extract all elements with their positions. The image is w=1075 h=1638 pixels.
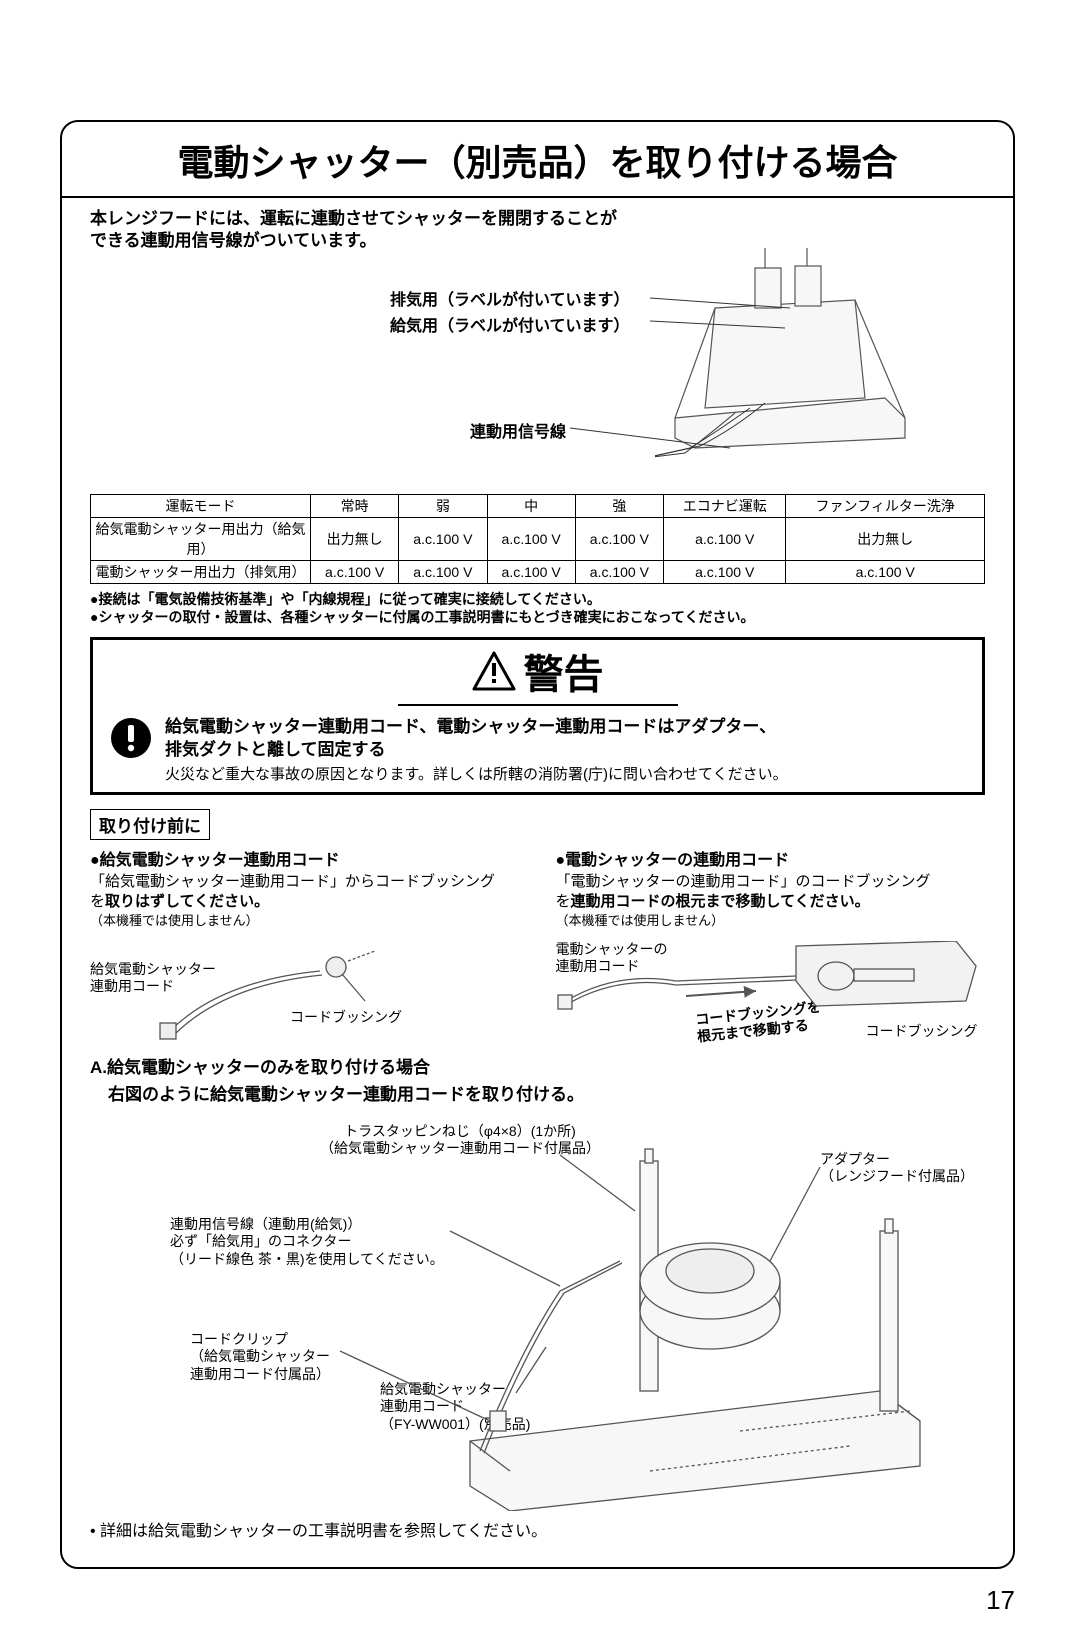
t: 「電動シャッターの連動用コード」のコードブッシング xyxy=(556,873,931,890)
section-a-heading: A.給気電動シャッターのみを取り付ける場合 xyxy=(90,1057,985,1080)
intro-line-2: できる連動用信号線がついています。 xyxy=(90,231,376,250)
intro-line-1: 本レンジフードには、運転に連動させてシャッターを開閉することが xyxy=(90,209,617,228)
t: を xyxy=(90,893,105,910)
td: 給気電動シャッター用出力（給気用） xyxy=(91,518,311,561)
cord-diagrams: 給気電動シャッター 連動用コード コードブッシング 電動シャッターの 連動用コー… xyxy=(90,941,985,1051)
callout-lines xyxy=(90,258,990,488)
th: 運転モード xyxy=(91,495,311,518)
notes: ●接続は「電気設備技術基準」や「内線規程」に従って確実に接続してください。 ●シ… xyxy=(90,590,985,626)
th: 常時 xyxy=(311,495,399,518)
exclamation-circle-icon xyxy=(109,716,153,760)
th: 中 xyxy=(487,495,575,518)
table-row: 電動シャッター用出力（排気用） a.c.100 V a.c.100 V a.c.… xyxy=(91,561,985,584)
pre-label: 取り付け前に xyxy=(90,809,210,840)
warning-bold-1: 給気電動シャッター連動用コード、電動シャッター連動用コードはアダプター、 xyxy=(165,716,788,739)
cord-svg-left xyxy=(90,941,510,1051)
td: 出力無し xyxy=(311,518,399,561)
t: （本機種では使用しません） xyxy=(90,913,259,928)
warning-plain: 火災など重大な事故の原因となります。詳しくは所轄の消防署(庁)に問い合わせてくだ… xyxy=(165,763,788,784)
warning-bold-2: 排気ダクトと離して固定する xyxy=(165,739,788,762)
cord-svg-right xyxy=(556,941,986,1051)
td: a.c.100 V xyxy=(311,561,399,584)
right-cord-diagram: 電動シャッターの 連動用コード コードブッシングを 根元まで移動する コードブッ… xyxy=(556,941,986,1051)
diagram-a: トラスタッピンねじ（φ4×8）(1か所) （給気電動シャッター連動用コード付属品… xyxy=(90,1111,985,1511)
warning-text: 給気電動シャッター連動用コード、電動シャッター連動用コードはアダプター、 排気ダ… xyxy=(165,716,788,785)
warning-triangle-icon xyxy=(472,651,516,691)
td: a.c.100 V xyxy=(575,561,663,584)
warning-header: 警告 xyxy=(398,640,678,706)
warning-body: 給気電動シャッター連動用コード、電動シャッター連動用コードはアダプター、 排気ダ… xyxy=(103,706,972,785)
t: 連動用コードの根元まで移動してください。 xyxy=(571,893,870,910)
left-text: 「給気電動シャッター連動用コード」からコードブッシング を取りはずしてください。… xyxy=(90,872,520,931)
td: 電動シャッター用出力（排気用） xyxy=(91,561,311,584)
td: a.c.100 V xyxy=(575,518,663,561)
left-head: ●給気電動シャッター連動用コード xyxy=(90,846,520,870)
t: （本機種では使用しません） xyxy=(556,913,725,928)
note-1: ●接続は「電気設備技術基準」や「内線規程」に従って確実に接続してください。 xyxy=(90,590,985,608)
th: 弱 xyxy=(399,495,487,518)
intro-text: 本レンジフードには、運転に連動させてシャッターを開閉することが できる連動用信号… xyxy=(90,208,985,252)
section-a: A.給気電動シャッターのみを取り付ける場合 右図のように給気電動シャッター連動用… xyxy=(90,1057,985,1541)
th: ファンフィルター洗浄 xyxy=(786,495,985,518)
left-cord-diagram: 給気電動シャッター 連動用コード コードブッシング xyxy=(90,941,520,1051)
page-number: 17 xyxy=(986,1585,1015,1616)
th: 強 xyxy=(575,495,663,518)
td: a.c.100 V xyxy=(786,561,985,584)
content: 本レンジフードには、運転に連動させてシャッターを開閉することが できる連動用信号… xyxy=(62,204,1013,1547)
warning-box: 警告 給気電動シャッター連動用コード、電動シャッター連動用コードはアダプター、 … xyxy=(90,637,985,796)
td: a.c.100 V xyxy=(664,561,786,584)
td: a.c.100 V xyxy=(399,561,487,584)
td: a.c.100 V xyxy=(487,561,575,584)
two-column: ●給気電動シャッター連動用コード 「給気電動シャッター連動用コード」からコードブ… xyxy=(90,846,985,931)
footnote: • 詳細は給気電動シャッターの工事説明書を参照してください。 xyxy=(90,1517,985,1541)
mode-table: 運転モード 常時 弱 中 強 エコナビ運転 ファンフィルター洗浄 給気電動シャッ… xyxy=(90,494,985,584)
td: a.c.100 V xyxy=(399,518,487,561)
td: a.c.100 V xyxy=(487,518,575,561)
left-column: ●給気電動シャッター連動用コード 「給気電動シャッター連動用コード」からコードブ… xyxy=(90,846,520,931)
page-title: 電動シャッター（別売品）を取り付ける場合 xyxy=(62,132,1013,198)
t: を xyxy=(556,893,571,910)
td: 出力無し xyxy=(786,518,985,561)
t: 「給気電動シャッター連動用コード」からコードブッシング xyxy=(90,873,495,890)
section-a-sub: 右図のように給気電動シャッター連動用コードを取り付ける。 xyxy=(108,1080,985,1105)
td: a.c.100 V xyxy=(664,518,786,561)
right-column: ●電動シャッターの連動用コード 「電動シャッターの連動用コード」のコードブッシン… xyxy=(556,846,986,931)
t: 取りはずしてください。 xyxy=(105,893,269,910)
note-2: ●シャッターの取付・設置は、各種シャッターに付属の工事説明書にもとづき確実におこ… xyxy=(90,608,985,626)
right-text: 「電動シャッターの連動用コード」のコードブッシング を連動用コードの根元まで移動… xyxy=(556,872,986,931)
table-header-row: 運転モード 常時 弱 中 強 エコナビ運転 ファンフィルター洗浄 xyxy=(91,495,985,518)
right-head: ●電動シャッターの連動用コード xyxy=(556,846,986,870)
table-row: 給気電動シャッター用出力（給気用） 出力無し a.c.100 V a.c.100… xyxy=(91,518,985,561)
hood-diagram-area: 排気用（ラベルが付いています） 給気用（ラベルが付いています） 連動用信号線 xyxy=(90,258,985,488)
assembly-svg xyxy=(90,1111,970,1511)
page-frame: 電動シャッター（別売品）を取り付ける場合 本レンジフードには、運転に連動させてシ… xyxy=(60,120,1015,1569)
th: エコナビ運転 xyxy=(664,495,786,518)
warning-label: 警告 xyxy=(524,642,604,700)
